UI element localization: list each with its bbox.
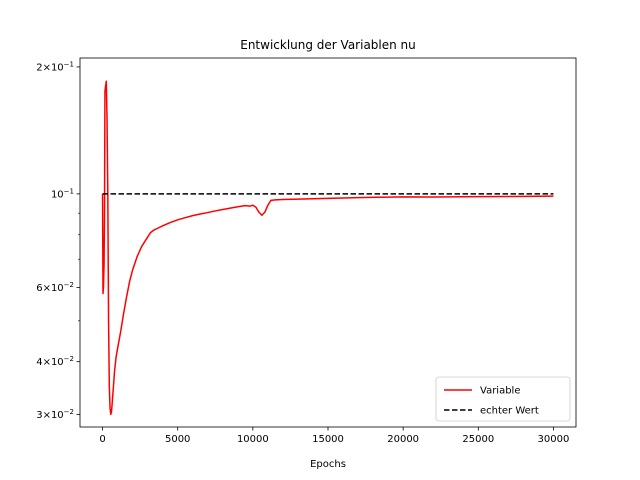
axes: 0 5000 10000 15000 20000 25000 30000 3×10−2 4×10… [36,57,577,445]
x-tick-label: 0 [99,434,105,445]
x-tick-label: 15000 [312,434,344,445]
series-line-variable [101,80,554,416]
x-tick-label: 5000 [165,434,190,445]
y-tick-label: 3×10−2 [36,408,74,421]
x-tick-label: 20000 [387,434,419,445]
legend-label-variable: Variable [480,386,521,397]
x-axis-label: Epochs [310,459,346,470]
chart-title: Entwicklung der Variablen nu [240,38,416,52]
y-tick-label: 6×10−2 [36,281,74,294]
x-tick-label: 10000 [237,434,269,445]
y-tick-label: 2×10−1 [36,60,74,73]
legend: Variable echter Wert [435,376,571,422]
y-tick-label: 10−1 [51,187,74,200]
x-tick-label: 30000 [538,434,570,445]
y-tick-label: 4×10−2 [36,355,74,368]
plot-area [101,80,554,416]
x-tick-label: 25000 [462,434,494,445]
legend-label-echter-wert: echter Wert [480,406,539,417]
